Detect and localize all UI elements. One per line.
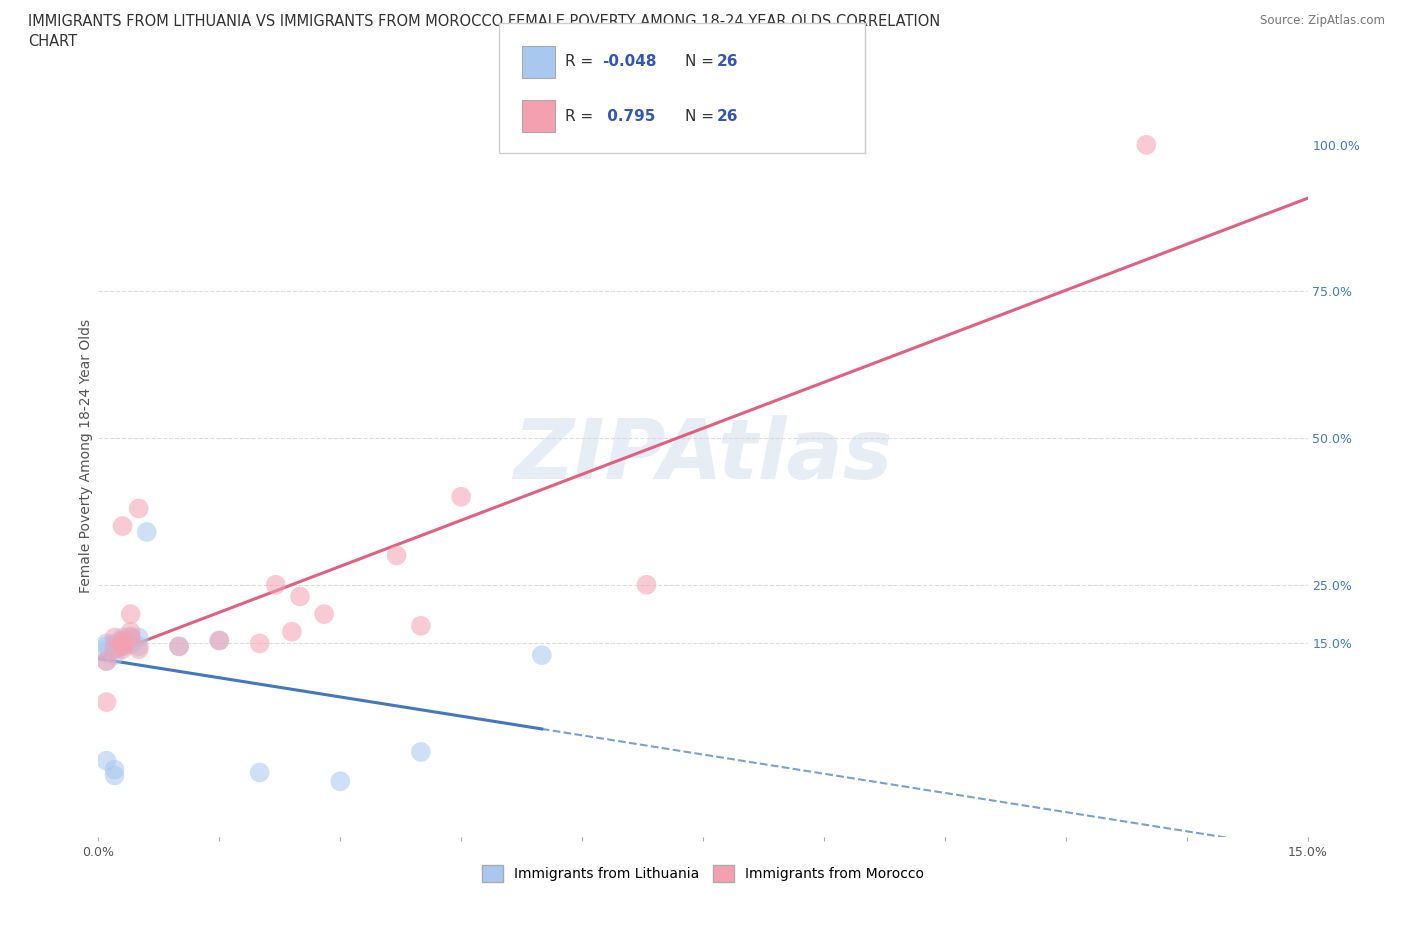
Text: ZIPAtlas: ZIPAtlas — [513, 415, 893, 497]
Text: IMMIGRANTS FROM LITHUANIA VS IMMIGRANTS FROM MOROCCO FEMALE POVERTY AMONG 18-24 : IMMIGRANTS FROM LITHUANIA VS IMMIGRANTS … — [28, 14, 941, 29]
Point — [103, 642, 125, 657]
Point — [208, 633, 231, 648]
Text: -0.048: -0.048 — [602, 54, 657, 69]
Point — [111, 631, 134, 645]
Point — [208, 633, 231, 648]
Point — [96, 639, 118, 654]
Point — [385, 548, 408, 563]
Point — [135, 525, 157, 539]
Text: N =: N = — [685, 109, 718, 124]
Point — [409, 618, 432, 633]
Point — [111, 633, 134, 648]
Point — [96, 636, 118, 651]
Point — [167, 639, 190, 654]
Point — [167, 639, 190, 654]
Point — [249, 765, 271, 780]
Text: 26: 26 — [717, 109, 738, 124]
Text: 26: 26 — [717, 54, 738, 69]
Point — [120, 631, 142, 645]
Point — [103, 647, 125, 662]
Text: 0.795: 0.795 — [602, 109, 655, 124]
Point — [96, 654, 118, 669]
Text: Source: ZipAtlas.com: Source: ZipAtlas.com — [1260, 14, 1385, 27]
Legend: Immigrants from Lithuania, Immigrants from Morocco: Immigrants from Lithuania, Immigrants fr… — [477, 859, 929, 887]
Point — [264, 578, 287, 592]
Point — [120, 633, 142, 648]
Point — [128, 631, 150, 645]
Point — [120, 637, 142, 652]
Text: R =: R = — [565, 109, 599, 124]
Point — [111, 636, 134, 651]
Point — [636, 578, 658, 592]
Point — [1135, 138, 1157, 153]
Point — [314, 606, 336, 621]
Text: R =: R = — [565, 54, 599, 69]
Point — [103, 642, 125, 657]
Text: CHART: CHART — [28, 34, 77, 49]
Point — [96, 695, 118, 710]
Point — [249, 636, 271, 651]
Point — [128, 642, 150, 657]
Point — [281, 624, 304, 639]
Point — [120, 629, 142, 644]
Point — [409, 745, 432, 760]
Point — [288, 589, 311, 604]
Point — [111, 639, 134, 654]
Point — [530, 647, 553, 662]
Point — [96, 644, 118, 659]
Point — [96, 753, 118, 768]
Point — [111, 639, 134, 654]
Point — [111, 642, 134, 657]
Point — [120, 606, 142, 621]
Point — [128, 501, 150, 516]
Point — [120, 624, 142, 639]
Point — [111, 633, 134, 648]
Point — [329, 774, 352, 789]
Point — [103, 636, 125, 651]
Point — [128, 639, 150, 654]
Point — [111, 519, 134, 534]
Point — [103, 768, 125, 783]
Point — [450, 489, 472, 504]
Point — [103, 631, 125, 645]
Point — [96, 654, 118, 669]
Point — [111, 637, 134, 652]
Y-axis label: Female Poverty Among 18-24 Year Olds: Female Poverty Among 18-24 Year Olds — [79, 319, 93, 592]
Text: N =: N = — [685, 54, 718, 69]
Point — [103, 762, 125, 777]
